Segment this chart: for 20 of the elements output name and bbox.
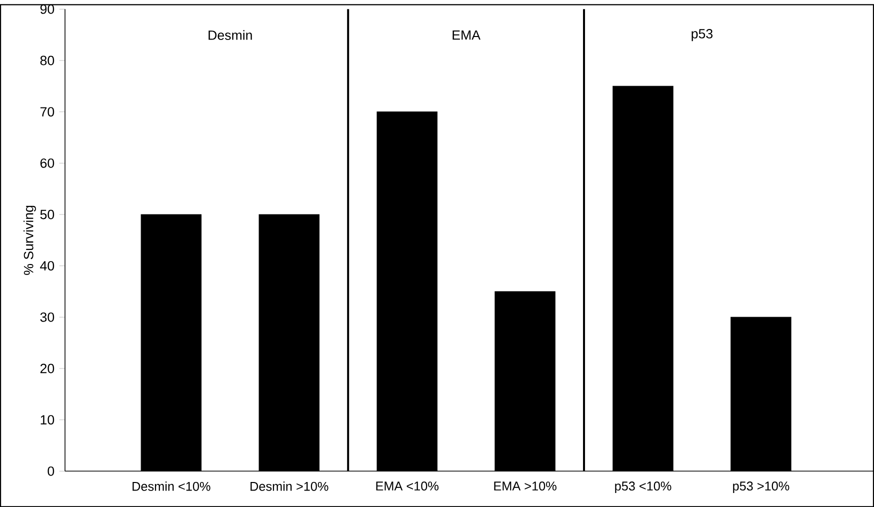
x-tick-label: EMA >10% [494,481,556,490]
annotation: Desmin [208,30,252,40]
y-axis-title: % Surviving [24,206,36,275]
y-tick-label: 70 [40,107,54,116]
y-tick-label: 90 [40,4,54,14]
y-tick-label: 80 [40,56,54,66]
x-tick-label: EMA <10% [376,481,438,490]
y-tick-label: 60 [40,158,54,168]
y-tick-label: 0 [48,466,54,476]
x-tick-label: p53 <10% [615,481,672,493]
annotation: p53 [692,28,713,41]
x-tick-label: Desmin >10% [250,481,328,491]
x-tick-label: Desmin <10% [132,481,210,491]
y-tick-label: 10 [40,415,54,424]
annotation: EMA [452,30,480,40]
x-tick-label: p53 >10% [733,481,790,493]
y-tick-label: 20 [40,364,54,374]
y-tick-label: 30 [40,312,54,322]
y-tick-label: 40 [40,261,54,270]
y-tick-label: 50 [40,210,54,220]
